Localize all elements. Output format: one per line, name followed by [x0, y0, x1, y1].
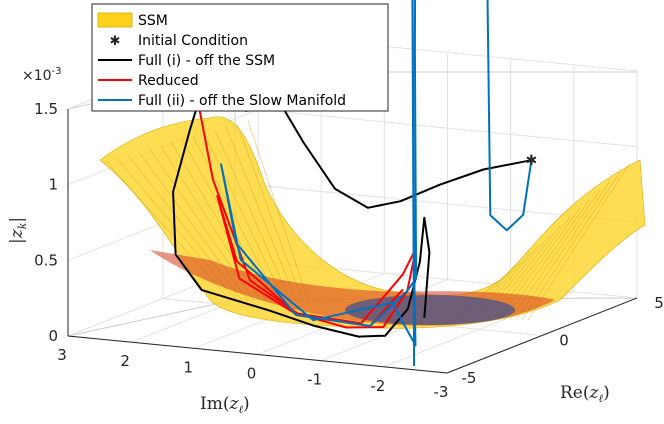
- ssm-mesh-line: [521, 171, 621, 321]
- y-tick-label: 5: [654, 294, 664, 312]
- tick-labels: 0 0.5 1 1.5 3 2 1 0 -1 -2 -3 5 0 -5: [34, 100, 664, 401]
- series-line-reduced: [196, 100, 418, 329]
- y-tick-label: 0: [559, 332, 569, 350]
- blue-dense-band: [345, 295, 515, 325]
- y-tick-label: -5: [462, 369, 477, 387]
- x-tick-label: 3: [57, 346, 67, 364]
- ssm-mesh-line: [225, 126, 297, 301]
- y-axis-line: [446, 297, 638, 374]
- x-tick-label: 2: [120, 352, 130, 370]
- y-axis-label: Re(zℓ): [560, 383, 610, 405]
- legend-label: Initial Condition: [138, 33, 248, 49]
- ssm-mesh-line: [527, 162, 631, 321]
- legend-box: [91, 3, 389, 112]
- ssm-mesh-line: [214, 129, 291, 301]
- z-tick-label: 0.5: [34, 251, 58, 269]
- x-axis-label: Im(zℓ): [200, 394, 250, 416]
- x-tick-label: 0: [247, 365, 257, 383]
- z-tick-label: 1.5: [34, 100, 58, 118]
- legend-swatch: [97, 12, 133, 28]
- x-tick-label: 1: [184, 358, 194, 376]
- x-tick-label: -2: [370, 377, 385, 395]
- legend-label: Reduced: [138, 73, 199, 89]
- x-tick-label: -3: [434, 383, 449, 401]
- legend-entry: SSM: [97, 12, 168, 29]
- ssm-mesh-line: [192, 135, 279, 301]
- z-exponent-label: ×10-3: [22, 66, 62, 84]
- legend-entry: Full (i) - off the SSM: [98, 53, 275, 69]
- axes: [67, 109, 638, 374]
- legend-label: Full (ii) - off the Slow Manifold: [138, 93, 346, 109]
- legend: SSM ✱ Initial Condition Full (i) - off the …: [91, 3, 389, 112]
- series: ✱: [172, 0, 538, 367]
- ssm-mesh-line: [247, 120, 309, 301]
- legend-label: Full (i) - off the SSM: [138, 53, 275, 69]
- legend-label: SSM: [138, 13, 168, 29]
- z-axis-label: |zk|: [7, 217, 29, 244]
- x-tick-label: -1: [307, 371, 322, 389]
- ssm-surface: [99, 116, 646, 329]
- x-axis-line: [67, 335, 448, 374]
- legend-swatch: ✱: [110, 34, 121, 49]
- z-tick-label: 0: [48, 327, 58, 345]
- ssm-mesh-line: [236, 123, 303, 301]
- initial-condition-marker: ✱: [526, 153, 538, 169]
- legend-entry: ✱ Initial Condition: [110, 33, 248, 49]
- series-line-full-i-off-the-ssm: [172, 76, 532, 338]
- z-tick-label: 1: [48, 176, 58, 194]
- legend-entry: Full (ii) - off the Slow Manifold: [98, 93, 346, 109]
- series-line-full-ii-off-the-slow-manifold: [220, 0, 533, 367]
- ssm-mesh-line: [203, 132, 285, 301]
- legend-entry: Reduced: [98, 73, 199, 89]
